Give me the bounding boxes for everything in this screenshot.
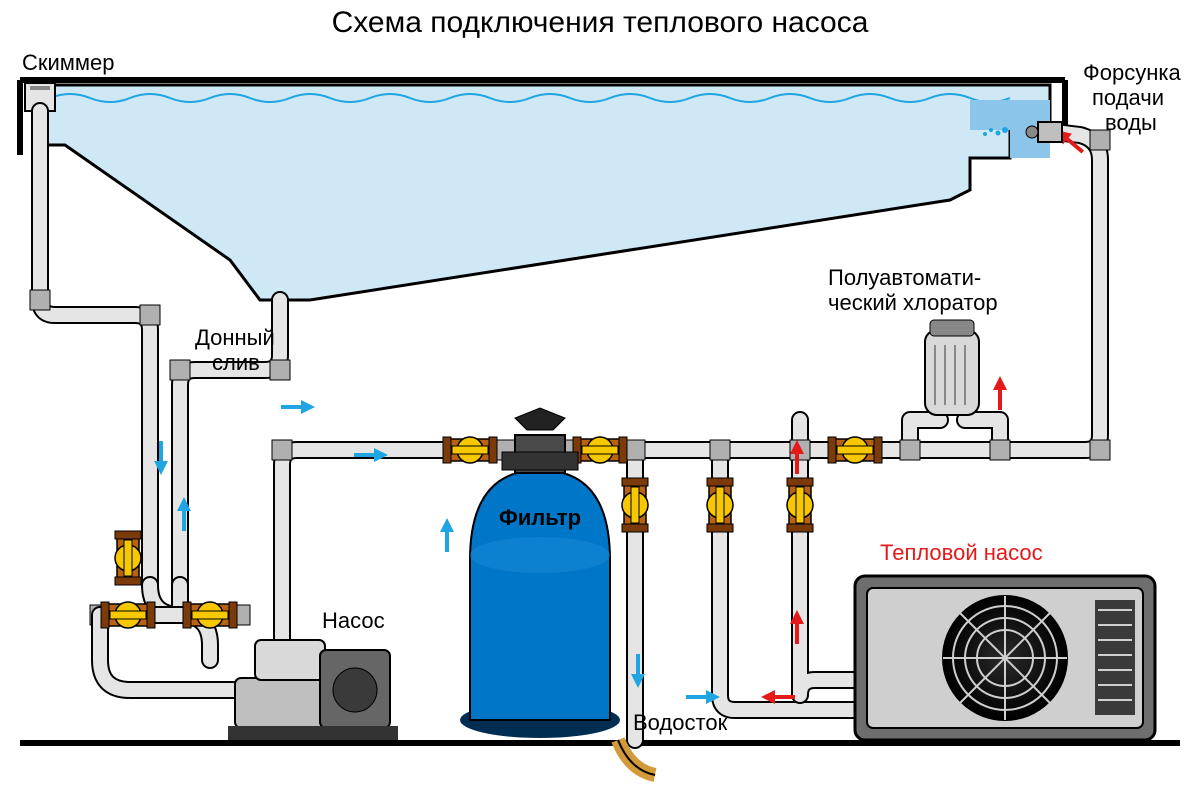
label-inlet-3: воды: [1105, 110, 1157, 135]
label-inlet-1: Форсунка: [1083, 60, 1181, 85]
chlorinator: [925, 320, 979, 415]
filter-label: Фильтр: [499, 505, 581, 530]
label-chlor-2: ческий хлоратор: [828, 290, 998, 315]
label-drain-1: Донный: [195, 325, 275, 350]
label-pump: Насос: [322, 608, 385, 633]
diagram-title: Схема подключения теплового насоса: [332, 6, 869, 39]
heat-pump-unit: [855, 576, 1155, 740]
label-heatpump: Тепловой насос: [880, 540, 1043, 565]
label-inlet-2: подачи: [1092, 85, 1164, 110]
pump-unit: [228, 640, 398, 740]
label-drain-2: слив: [212, 350, 260, 375]
label-chlor-1: Полуавтомати-: [828, 265, 981, 290]
label-waste: Водосток: [633, 710, 728, 735]
label-skimmer: Скиммер: [22, 50, 115, 75]
